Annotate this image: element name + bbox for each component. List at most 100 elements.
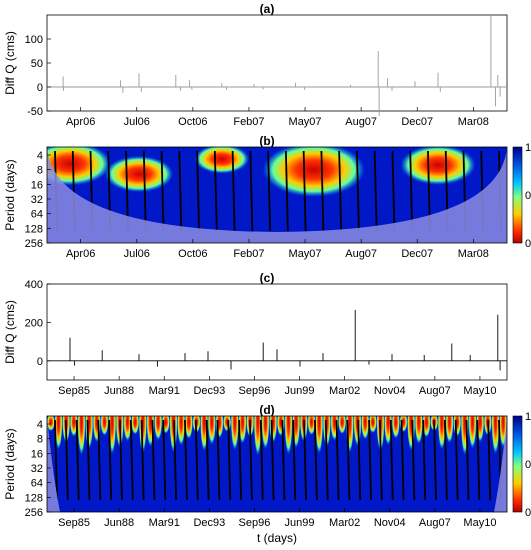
colorbar-tick-label: 1 — [525, 142, 531, 154]
phase-arrows — [433, 419, 437, 501]
x-ticks-c: Sep85 Jun88 Mar91 Dec93 Sep96 Jun99 Mar02 Nov04… — [58, 376, 496, 397]
x-tick-label: Sep85 — [58, 385, 90, 397]
power-hotspot — [276, 416, 285, 436]
power-hotspot — [207, 416, 216, 445]
power-hotspot — [491, 416, 500, 454]
power-hotspot — [177, 416, 186, 446]
panel-c: (c) 0 200 400 Sep85 Jun88 Mar91 Dec93 Sep96 Jun… — [3, 271, 508, 397]
phase-arrows — [443, 419, 448, 501]
y-tick-label: 0 — [37, 356, 43, 368]
power-hotspot — [307, 416, 316, 435]
colorbar-tick-label: 0 — [525, 507, 531, 519]
x-tick-label: Jul06 — [124, 248, 150, 260]
x-tick-label: Jun88 — [104, 517, 134, 529]
plot-area-a — [47, 15, 507, 116]
phase-arrows — [129, 419, 134, 501]
power-hotspot — [47, 147, 111, 186]
y-tick-label: 256 — [25, 238, 43, 250]
phase-arrows — [213, 150, 218, 232]
phase-arrows — [465, 419, 470, 501]
phase-arrows — [303, 419, 307, 501]
x-tick-label: Apr06 — [66, 116, 95, 128]
phase-arrows — [476, 419, 481, 501]
phase-arrows — [409, 150, 414, 232]
x-tick-label: Aug07 — [419, 517, 451, 529]
phase-arrows — [314, 419, 318, 501]
panel-title-c: (c) — [260, 271, 275, 285]
power-hotspot — [437, 416, 446, 450]
x-tick-label: Jun99 — [285, 385, 315, 397]
phase-arrows — [64, 419, 69, 501]
power-hotspot — [230, 416, 239, 450]
phase-arrows — [378, 419, 383, 501]
y-tick-label: 16 — [31, 179, 43, 191]
power-hotspot — [315, 416, 324, 454]
phase-arrows — [320, 150, 325, 232]
x-tick-label: Aug07 — [345, 248, 377, 260]
x-tick-label: Sep96 — [239, 517, 271, 529]
x-tick-label: Dec07 — [401, 116, 433, 128]
y-tick-label: 0 — [37, 82, 43, 94]
power-hotspot — [445, 416, 454, 443]
phase-arrows — [411, 419, 416, 501]
x-tick-label: Nov04 — [374, 385, 406, 397]
phase-arrows — [54, 419, 58, 501]
phase-arrows — [108, 419, 113, 501]
phase-arrows — [302, 150, 307, 232]
x-tick-label: May07 — [289, 116, 322, 128]
y-axis-label-c: Diff Q (cms) — [3, 300, 17, 364]
phase-arrows — [184, 419, 188, 501]
power-hotspot — [223, 416, 232, 432]
x-tick-label: Jun88 — [104, 385, 134, 397]
y-tick-label: 128 — [25, 492, 43, 504]
y-tick-label: 16 — [31, 448, 43, 460]
y-tick-label: 256 — [25, 507, 43, 519]
phase-arrows — [75, 419, 80, 501]
x-tick-label: Aug07 — [345, 116, 377, 128]
power-hotspot — [262, 147, 365, 197]
phase-arrows — [487, 419, 492, 501]
y-tick-label: 400 — [25, 279, 43, 291]
phase-arrows — [231, 150, 236, 232]
phase-arrows — [178, 150, 183, 232]
power-hotspot — [123, 416, 132, 441]
panel-title-d: (d) — [259, 403, 274, 417]
power-hotspot — [407, 416, 416, 451]
panel-title-b: (b) — [259, 134, 274, 148]
phase-arrows — [284, 150, 289, 232]
axes-frame-d — [46, 415, 508, 513]
x-tick-label: Aug07 — [419, 385, 451, 397]
x-tick-label: Feb07 — [233, 248, 264, 260]
phase-arrows — [338, 150, 343, 232]
colorbar-b — [512, 146, 523, 244]
power-hotspot — [92, 416, 101, 442]
y-tick-label: 128 — [25, 223, 43, 235]
phase-arrows — [357, 419, 362, 501]
panel-title-a: (a) — [260, 2, 275, 16]
phase-arrows — [422, 419, 427, 501]
y-ticks-d: 4 8 16 32 64 128 256 — [25, 419, 51, 519]
x-tick-label: Mar91 — [149, 385, 180, 397]
power-hotspot — [400, 147, 476, 185]
axes-frame-c — [46, 283, 508, 381]
x-tick-label: Sep96 — [239, 385, 271, 397]
x-tick-label: Mar91 — [149, 517, 180, 529]
x-tick-label: May07 — [289, 248, 322, 260]
phase-arrows — [140, 419, 145, 501]
phase-arrows — [173, 419, 178, 501]
phase-arrows — [227, 419, 232, 501]
power-hotspot — [238, 416, 247, 444]
phase-arrows — [196, 150, 200, 232]
phase-arrows — [216, 419, 221, 501]
phase-arrows — [267, 150, 272, 232]
phase-arrows — [151, 419, 156, 501]
x-ticks-d: Sep85 Jun88 Mar91 Dec93 Sep96 Jun99 Mar02 Nov04… — [58, 508, 496, 529]
x-tick-label: May10 — [463, 385, 496, 397]
x-tick-label: Mar08 — [458, 248, 489, 260]
y-tick-label: 8 — [37, 434, 43, 446]
y-axis-label-a: Diff Q (cms) — [3, 31, 17, 95]
x-tick-label: Apr06 — [66, 248, 95, 260]
x-tick-label: Nov04 — [374, 517, 406, 529]
power-hotspot — [131, 416, 140, 435]
